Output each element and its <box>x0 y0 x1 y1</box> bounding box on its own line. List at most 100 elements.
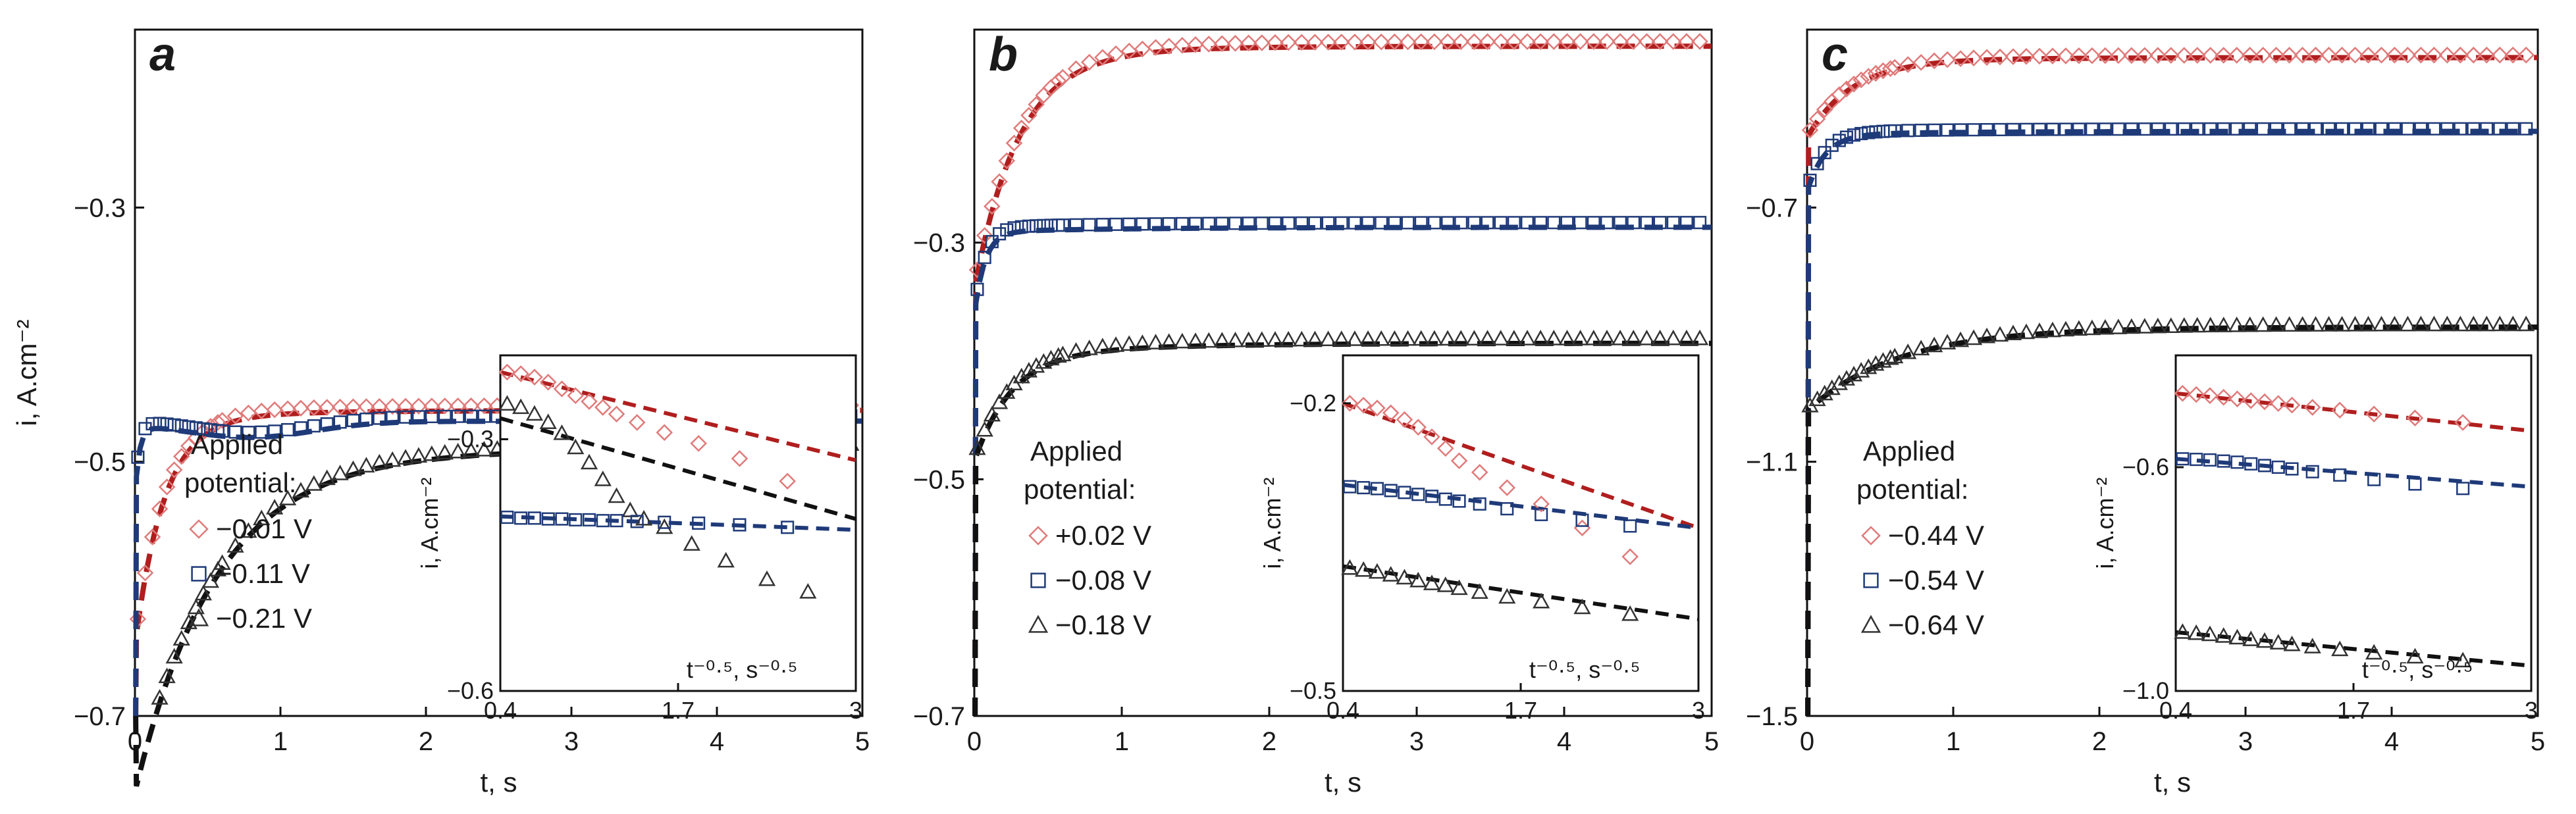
data-point-blue <box>1348 216 1361 230</box>
data-point-black <box>1306 330 1324 347</box>
data-point-blue <box>182 420 196 434</box>
data-point-blue <box>2309 122 2323 136</box>
data-point-red <box>1452 33 1469 51</box>
data-point-red <box>1545 33 1563 50</box>
data-point-red <box>2425 46 2443 64</box>
data-point-red <box>2465 46 2483 64</box>
inset-frame <box>2174 354 2533 692</box>
data-point-red <box>1373 33 1390 51</box>
inset-point-red <box>512 365 529 382</box>
data-point-blue <box>1679 216 1693 230</box>
x-tick-label: 3 <box>1409 727 1424 756</box>
data-point-red <box>266 401 283 419</box>
data-point-black <box>1664 329 1682 345</box>
legend-marker-black <box>1860 615 1881 633</box>
data-point-black <box>1886 347 1904 364</box>
data-point-blue <box>1901 124 1915 138</box>
inset-point-red <box>2174 385 2192 402</box>
legend-title: potential: <box>1856 474 1968 505</box>
inset-point-red <box>1437 440 1454 457</box>
data-point-red <box>1280 34 1297 51</box>
data-point-black <box>1991 326 2009 342</box>
inset-point-black <box>1355 561 1373 577</box>
data-point-black <box>2096 318 2115 335</box>
inset-point-black <box>1368 563 1386 579</box>
data-point-black <box>1067 342 1085 358</box>
inset-point-blue <box>2367 472 2381 486</box>
inset-point-black <box>2228 628 2246 645</box>
inset-point-red <box>1409 419 1427 436</box>
inset-point-blue <box>1411 488 1425 501</box>
data-point-red <box>1253 34 1271 51</box>
data-point-blue <box>2269 122 2283 136</box>
inset-point-red <box>1369 399 1386 417</box>
inset-point-black <box>512 398 530 415</box>
inset-point-red <box>1355 397 1372 414</box>
inset-point-black <box>1471 583 1488 599</box>
data-point-blue <box>1494 216 1508 230</box>
data-point-red <box>1571 33 1589 50</box>
data-point-red <box>1691 33 1708 50</box>
data-point-red <box>2005 48 2022 65</box>
data-point-black <box>253 509 271 526</box>
data-point-black <box>449 442 467 459</box>
data-point-red <box>2201 47 2219 64</box>
inset-point-blue <box>596 514 610 528</box>
legend-marker-blue <box>191 566 207 582</box>
data-point-red <box>2307 47 2325 64</box>
data-point-black <box>1938 334 1957 349</box>
data-point-red <box>2097 47 2114 64</box>
data-point-black <box>1412 330 1430 346</box>
data-point-red <box>449 397 467 415</box>
data-point-black <box>165 648 183 664</box>
data-point-black <box>305 475 323 491</box>
x-tick-label: 4 <box>1557 727 1571 756</box>
data-point-blue <box>2111 122 2125 136</box>
y-axis-label: i, A.cm⁻² <box>11 319 42 426</box>
data-point-blue <box>1282 216 1296 230</box>
inset-x-axis-label: t⁻⁰·⁵, s⁻⁰·⁵ <box>687 656 798 683</box>
data-point-blue <box>1614 216 1627 230</box>
inset-x-tick-label: 3 <box>2525 697 2538 724</box>
data-point-blue <box>196 422 210 436</box>
data-point-black <box>1027 357 1045 373</box>
data-point-blue <box>2296 122 2309 136</box>
data-point-red <box>2241 47 2259 64</box>
data-point-black <box>436 444 454 460</box>
data-point-red <box>2254 47 2272 64</box>
data-point-blue <box>2098 122 2112 136</box>
data-point-black <box>2373 315 2390 332</box>
data-point-red <box>1465 33 1483 51</box>
inset-point-blue <box>2230 455 2244 469</box>
data-point-red <box>1867 64 1885 82</box>
data-point-black <box>2057 320 2075 337</box>
data-point-black <box>1107 336 1125 352</box>
inset-point-blue <box>692 516 706 530</box>
data-point-red <box>1939 51 1956 68</box>
inset-point-black <box>1450 579 1468 596</box>
data-point-black <box>194 584 212 601</box>
inset-point-blue <box>610 514 623 528</box>
data-point-red <box>305 399 323 417</box>
x-tick-label: 2 <box>2092 727 2107 756</box>
data-point-red <box>2491 46 2509 64</box>
data-point-blue <box>1401 216 1415 230</box>
inset-point-blue <box>733 518 747 532</box>
data-point-red <box>2438 46 2456 64</box>
data-point-red <box>1005 134 1023 152</box>
data-point-black <box>331 465 349 480</box>
data-point-red <box>1881 60 1899 78</box>
inset-x-tick-label: 0.4 <box>1327 697 1359 724</box>
data-point-red <box>279 400 296 418</box>
data-point-red <box>1965 49 1982 66</box>
data-point-black <box>2017 323 2036 340</box>
data-point-black <box>226 537 244 553</box>
data-point-red <box>1532 33 1549 50</box>
data-point-blue <box>2072 122 2086 136</box>
data-point-black <box>344 460 362 476</box>
data-point-black <box>2175 317 2193 333</box>
data-point-blue <box>281 422 295 437</box>
inset-point-black <box>2201 625 2219 642</box>
data-point-red <box>1926 52 1943 70</box>
data-point-red <box>1439 33 1456 51</box>
